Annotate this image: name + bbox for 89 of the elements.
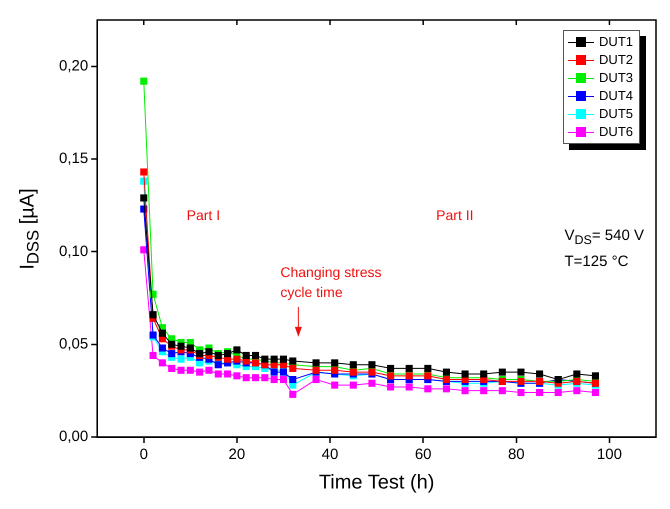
point (252, 352, 260, 359)
point (573, 370, 580, 378)
point (480, 387, 488, 394)
point (270, 356, 278, 363)
point (140, 78, 148, 85)
point (270, 376, 278, 384)
point (177, 366, 185, 374)
y-tick-label: 0,00 (58, 428, 88, 446)
point (196, 368, 204, 376)
annotation: Changing stress cycle time (280, 264, 382, 300)
point (312, 376, 320, 384)
point (158, 330, 166, 337)
point (289, 357, 296, 365)
point (480, 370, 488, 378)
point (205, 348, 212, 356)
point (150, 311, 157, 318)
point (261, 374, 268, 382)
point (140, 168, 148, 176)
legend-label: DUT3 (599, 69, 633, 87)
point (289, 376, 296, 384)
point (368, 361, 376, 368)
point (280, 356, 287, 363)
point (150, 352, 157, 359)
point (289, 364, 296, 372)
point (592, 372, 599, 380)
point (224, 370, 232, 378)
point (350, 382, 357, 389)
y-tick-label: 0,15 (58, 150, 88, 168)
annotation: Part I (186, 206, 220, 223)
point (387, 383, 394, 390)
point (242, 352, 250, 359)
x-tick-label: 20 (228, 446, 246, 464)
x-tick-label: 60 (414, 446, 432, 464)
y-tick-label: 0,05 (58, 335, 88, 352)
point (168, 350, 176, 358)
point (592, 388, 599, 396)
point (186, 366, 194, 374)
point (158, 344, 166, 352)
point (462, 387, 469, 394)
point (205, 366, 212, 374)
legend-label: DUT2 (599, 51, 633, 69)
point (331, 366, 338, 374)
point (442, 368, 450, 376)
point (536, 370, 544, 378)
point (214, 370, 222, 378)
point (536, 388, 544, 396)
point (517, 368, 524, 376)
point (233, 346, 240, 354)
point (158, 359, 166, 366)
x-tick-label: 100 (596, 446, 622, 464)
annotation: T=125 °C (564, 252, 630, 272)
point (252, 374, 260, 382)
annotation: V$_{DS}$= 540 V (564, 226, 644, 249)
point (498, 368, 506, 376)
point (168, 364, 176, 372)
point (331, 382, 338, 389)
point (350, 361, 357, 368)
point (242, 374, 250, 382)
point (387, 364, 394, 372)
x-tick-label: 0 (140, 446, 148, 464)
point (177, 342, 185, 350)
x-tick-label: 80 (508, 446, 525, 464)
legend-label: DUT5 (599, 105, 633, 123)
annotation: Part II (436, 206, 474, 223)
point (331, 359, 338, 366)
x-tick-label: 40 (322, 446, 338, 464)
point (312, 359, 320, 366)
x-axis-title: Time Test (h) (318, 472, 434, 494)
point (406, 364, 413, 372)
point (462, 370, 469, 378)
point (233, 372, 240, 380)
legend-label: DUT4 (599, 87, 633, 105)
legend-label: DUT1 (599, 33, 633, 51)
point (573, 387, 580, 394)
point (424, 364, 432, 372)
point (442, 385, 450, 392)
y-tick-label: 0,10 (58, 242, 88, 260)
point (140, 194, 148, 202)
point (424, 385, 432, 392)
point (517, 388, 524, 396)
point (554, 388, 562, 396)
y-tick-label: 0,20 (58, 57, 88, 74)
point (406, 383, 413, 390)
point (289, 390, 296, 398)
point (280, 376, 287, 384)
point (368, 380, 376, 387)
point (498, 387, 506, 394)
legend-label: DUT6 (599, 123, 633, 141)
point (177, 356, 185, 363)
